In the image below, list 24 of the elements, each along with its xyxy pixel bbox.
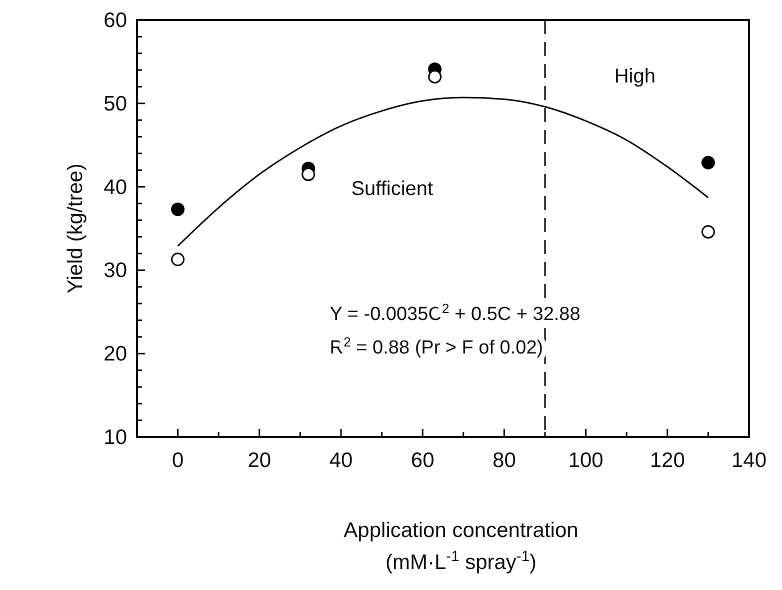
- point: [302, 168, 316, 182]
- x-tick-label: 60: [410, 449, 434, 472]
- x-tick-label: 120: [650, 449, 685, 472]
- y-axis-title: Yield (kg/tree): [64, 164, 87, 294]
- point: [428, 70, 442, 84]
- x-tick-label: 20: [248, 449, 272, 472]
- point: [171, 202, 185, 216]
- y-tick-label: 60: [104, 9, 127, 32]
- y-tick-label: 20: [104, 342, 127, 366]
- annotation: High: [614, 66, 656, 88]
- annotation: Sufficient: [351, 178, 434, 200]
- point: [701, 225, 715, 239]
- y-tick-label: 40: [104, 176, 127, 199]
- y-tick-label: 50: [104, 92, 127, 116]
- y-tick-label: 10: [104, 426, 127, 449]
- x-tick-label: 80: [492, 449, 516, 472]
- y-tick-label: 30: [104, 259, 127, 282]
- x-axis-title: Application concentration (mM·L$^{-1}$ spray$^{-1}$): [344, 519, 578, 574]
- x-tick-label: 140: [731, 449, 767, 472]
- x-tick-label: 0: [172, 449, 184, 472]
- x-tick-label: 100: [568, 449, 604, 472]
- point: [171, 252, 185, 266]
- x-tick-label: 40: [329, 449, 353, 472]
- point: [701, 156, 715, 170]
